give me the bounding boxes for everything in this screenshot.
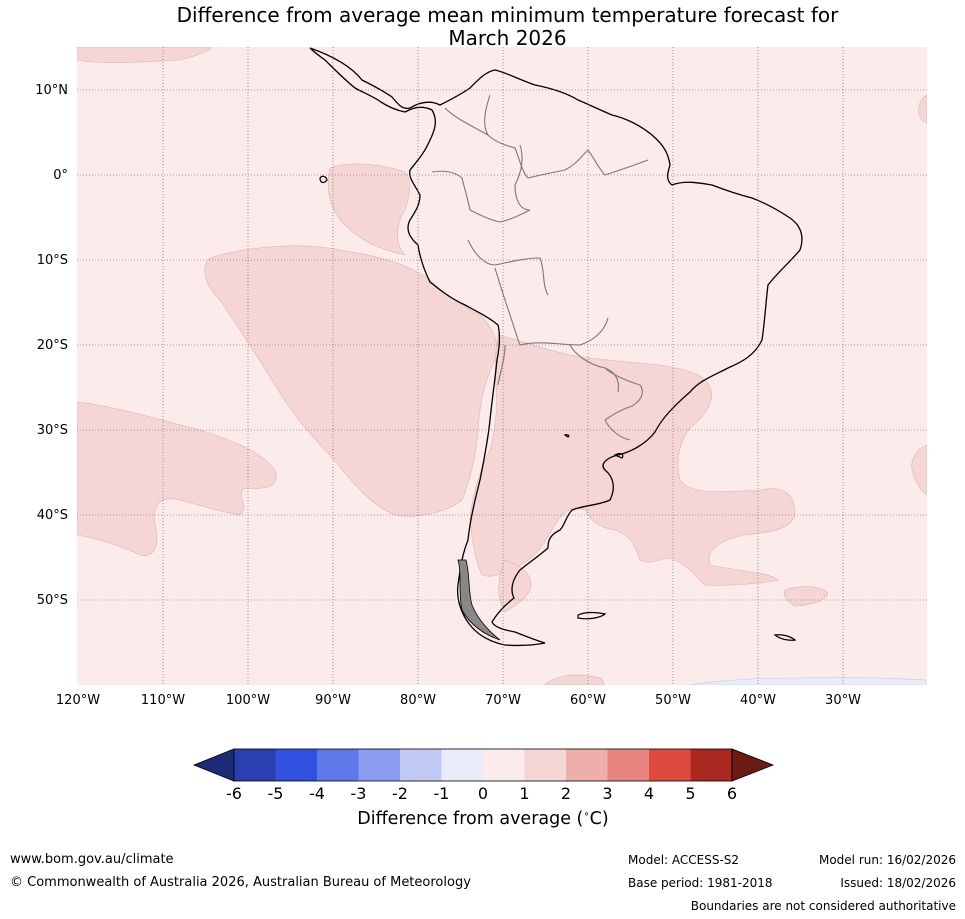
lon-label: 90°W [315,693,351,708]
anomaly-region-north-pacific [77,47,213,64]
colorbar-segment [524,749,566,781]
anomaly-region-far-south [544,674,605,685]
colorbar-tick-label: 3 [602,784,613,803]
chilean-fjords [457,559,501,641]
lat-label: 0° [53,168,68,183]
colorbar-segment [275,749,317,781]
colorbar-segment [649,749,691,781]
colorbar-tick-label: 2 [560,784,572,803]
footer-copyright: © Commonwealth of Australia 2026, Austra… [10,875,471,890]
lon-label: 40°W [740,693,776,708]
anomaly-region-atlantic-patch [783,586,829,607]
colorbar-segment [441,749,483,781]
anomaly-region-caribbean-east [918,94,927,124]
anomaly-region-patagonia-shelf [498,559,532,613]
islands [319,175,797,641]
lat-label: 40°S [36,508,68,523]
colorbar-tick-label: 5 [685,784,696,803]
anomaly-region-peru-chile [204,245,498,517]
colorbar-tick-label: 4 [643,784,655,803]
colorbar-title: Difference from average (∘C) [357,809,609,829]
colorbar-tick-label: 6 [726,784,738,803]
lon-label: 120°W [55,693,101,708]
lon-label: 100°W [225,693,271,708]
colorbar-tick-label: -5 [267,784,284,803]
footer-base-period: Base period: 1981-2018 [628,876,773,890]
footer-model-run: Model run: 16/02/2026 [818,853,956,867]
country-borders [431,94,649,441]
south-america-coastline [309,47,803,647]
lon-label: 30°W [825,693,861,708]
title-line-2: March 2026 [448,26,567,50]
anomaly-region-atlantic-east [911,444,927,496]
lon-label: 60°W [570,693,606,708]
colorbar-extend-low [192,748,235,782]
colorbar-segment [358,749,400,781]
title-line-1: Difference from average mean minimum tem… [176,3,839,27]
lat-label: 50°S [36,593,68,608]
colorbar-title-text: Difference from average ( [357,809,584,829]
lon-label: 50°W [655,693,691,708]
colorbar-tick-label: 1 [519,784,530,803]
colorbar-segment [234,749,276,781]
colorbar-segment [483,749,525,781]
lon-label: 110°W [140,693,186,708]
colorbar-segment [607,749,649,781]
colorbar-extend-high [731,748,775,782]
footer-website[interactable]: www.bom.gov.au/climate [10,852,174,867]
chart-title: Difference from average mean minimum tem… [0,4,965,50]
lon-label: 80°W [400,693,436,708]
anomaly-region-galapagos [327,163,410,256]
colorbar-outline [233,748,733,782]
colorbar-segment [566,749,608,781]
colorbar-title-unit: C) [589,809,609,829]
colorbar-tick-label: -2 [392,784,408,803]
colorbar-segment [317,749,359,781]
forecast-map [77,47,927,685]
anomaly-region-south-atlantic [469,334,796,586]
footer-disclaimer: Boundaries are not considered authoritat… [690,899,956,913]
colorbar-tick-label: -1 [433,784,450,803]
colorbar-segment [400,749,442,781]
lat-label: 10°S [36,253,68,268]
anomaly-region-negative [689,676,927,685]
graticule [77,47,927,685]
colorbar-segment [690,749,732,781]
lat-label: 30°S [36,423,68,438]
colorbar-tick-label: -6 [226,784,242,803]
colorbar-tick-label: -3 [350,784,367,803]
lat-label: 20°S [36,338,68,353]
footer-issued: Issued: 18/02/2026 [840,876,956,890]
lat-label: 10°N [35,83,68,98]
footer-model: Model: ACCESS-S2 [628,853,740,867]
lon-label: 70°W [485,693,521,708]
colorbar-tick-label: 0 [477,784,489,803]
colorbar-tick-label: -4 [309,784,325,803]
